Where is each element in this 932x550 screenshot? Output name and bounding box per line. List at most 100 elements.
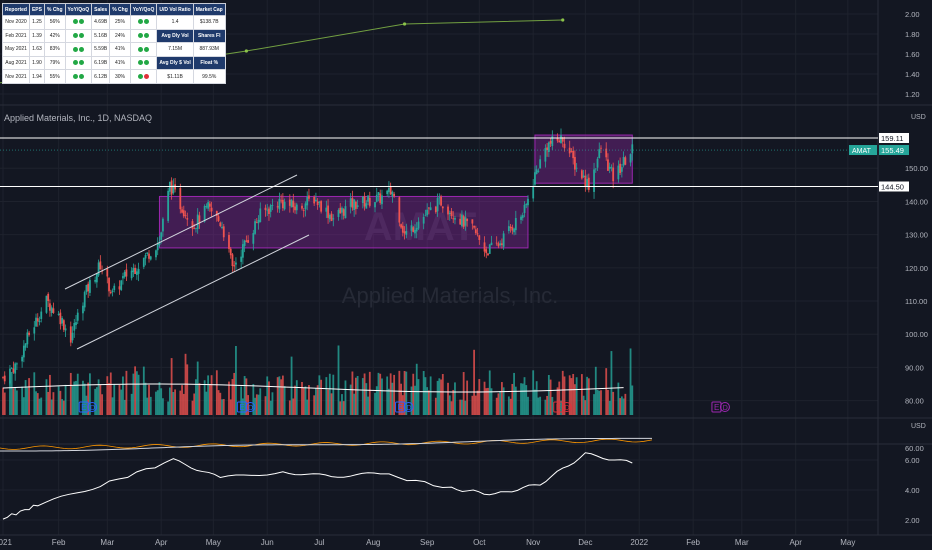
volume-bar xyxy=(22,397,25,415)
candle-body xyxy=(268,208,270,215)
status-dot xyxy=(144,73,150,79)
volume-bar xyxy=(427,390,430,415)
status-dot xyxy=(72,33,78,39)
volume-bar xyxy=(461,399,463,415)
volume-bar xyxy=(318,375,321,415)
candle-body xyxy=(160,232,163,240)
volume-bar xyxy=(412,373,415,415)
volume-bar xyxy=(158,382,161,415)
candle-body xyxy=(466,218,469,222)
volume-bar xyxy=(135,371,138,415)
table-cell: 83% xyxy=(43,42,66,57)
table-cell: Shares Fl xyxy=(192,28,226,44)
earnings-marker-label: E xyxy=(714,403,719,412)
volume-bar xyxy=(148,384,150,415)
candle-body xyxy=(501,243,503,245)
candle-body xyxy=(149,256,152,260)
candle-body xyxy=(586,179,588,187)
candle-body xyxy=(69,326,72,343)
volume-bar xyxy=(69,372,72,415)
candle-body xyxy=(228,234,230,249)
candle-body xyxy=(374,202,376,208)
status-dot xyxy=(138,73,144,79)
candle-body xyxy=(318,201,321,203)
volume-bar xyxy=(207,375,210,415)
volume-bar xyxy=(391,382,394,415)
volume-bar xyxy=(459,399,462,415)
volume-bar xyxy=(330,393,333,415)
candle-body xyxy=(155,250,157,258)
volume-bar xyxy=(534,389,536,415)
volume-bar xyxy=(379,373,382,415)
volume-bar xyxy=(9,380,11,415)
time-tick-label: 2021 xyxy=(0,538,12,547)
dividend-marker-label: D xyxy=(248,405,253,412)
candle-body xyxy=(28,332,30,335)
time-tick-label: Sep xyxy=(420,538,435,547)
eps-point xyxy=(561,18,565,22)
candle-body xyxy=(292,200,295,208)
candle-body xyxy=(316,201,319,206)
candle-body xyxy=(361,196,364,203)
volume-bar xyxy=(537,397,540,415)
table-cell xyxy=(129,55,158,71)
volume-bar xyxy=(374,392,376,415)
candle-body xyxy=(452,218,455,220)
table-cell xyxy=(129,42,158,57)
trend-line-upper xyxy=(64,174,298,290)
candle-body xyxy=(219,222,222,227)
candle-body xyxy=(208,203,211,207)
candle-body xyxy=(271,205,274,207)
indicator1-line-a xyxy=(0,438,653,450)
candle-body xyxy=(574,156,576,170)
volume-bar xyxy=(255,394,258,415)
candle-body xyxy=(47,293,50,301)
candle-body xyxy=(82,305,84,314)
earnings-marker-label: E xyxy=(398,403,403,412)
candle-body xyxy=(94,279,97,282)
volume-bar xyxy=(99,384,102,415)
candle-body xyxy=(167,190,170,221)
candle-body xyxy=(429,207,432,211)
candle-body xyxy=(325,207,328,212)
candle-body xyxy=(332,218,335,220)
volume-bar xyxy=(52,392,55,415)
candle-body xyxy=(570,151,573,152)
candle-body xyxy=(572,150,575,159)
candle-body xyxy=(295,204,298,211)
volume-bar xyxy=(10,371,13,415)
indicator1-unit: USD xyxy=(911,423,926,430)
candle-body xyxy=(111,290,114,293)
volume-bar xyxy=(497,393,500,415)
candle-body xyxy=(549,140,552,144)
volume-bar xyxy=(302,387,305,415)
volume-bar xyxy=(290,356,293,415)
indicator2-tick-label: 4.00 xyxy=(905,486,920,495)
candle-body xyxy=(83,292,86,308)
candle-body xyxy=(71,332,74,341)
candle-body xyxy=(210,207,213,212)
volume-bar xyxy=(137,374,140,415)
candle-body xyxy=(511,227,514,231)
earnings-marker-label: E xyxy=(556,403,561,412)
volume-bar xyxy=(95,387,98,415)
indicator1-tick-label: 60.00 xyxy=(905,444,924,453)
status-dot xyxy=(138,60,144,66)
volume-bar xyxy=(586,376,588,415)
status-dot xyxy=(144,46,150,52)
candle-body xyxy=(259,208,262,223)
watermark: Applied Materials, Inc. xyxy=(342,283,558,308)
dividend-marker xyxy=(87,402,98,412)
candle-body xyxy=(205,206,208,208)
volume-bar xyxy=(620,396,623,415)
status-dot xyxy=(78,19,84,25)
volume-bar xyxy=(448,395,451,415)
volume-bar xyxy=(549,379,552,415)
candle-body xyxy=(120,280,123,291)
volume-bar xyxy=(608,400,611,415)
dividend-marker xyxy=(403,402,414,412)
table-cell: Nov 2021 xyxy=(2,69,30,84)
volume-bar xyxy=(584,400,587,415)
status-dot xyxy=(78,46,84,52)
